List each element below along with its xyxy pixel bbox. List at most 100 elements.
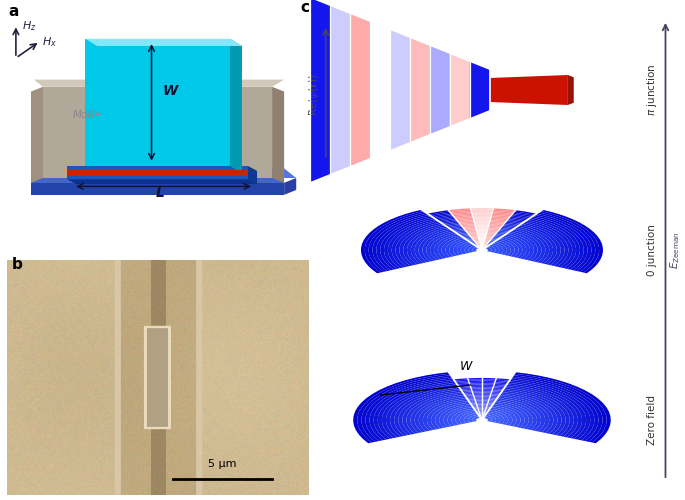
Polygon shape (495, 400, 537, 430)
Polygon shape (473, 238, 480, 240)
Polygon shape (477, 246, 480, 248)
Polygon shape (499, 228, 512, 231)
Polygon shape (468, 415, 479, 422)
Polygon shape (431, 401, 470, 429)
Polygon shape (482, 391, 492, 393)
Polygon shape (482, 415, 484, 416)
Polygon shape (476, 403, 482, 404)
Polygon shape (380, 216, 433, 270)
Polygon shape (482, 387, 493, 389)
Polygon shape (485, 238, 493, 239)
Polygon shape (489, 398, 497, 400)
Polygon shape (434, 234, 460, 259)
Polygon shape (482, 404, 487, 406)
Polygon shape (482, 403, 488, 404)
Polygon shape (538, 211, 599, 272)
Polygon shape (482, 410, 486, 411)
Polygon shape (472, 390, 482, 392)
Polygon shape (471, 208, 493, 210)
Polygon shape (484, 242, 488, 244)
Polygon shape (467, 239, 474, 241)
Polygon shape (502, 236, 526, 258)
Polygon shape (31, 87, 43, 183)
Polygon shape (272, 87, 284, 183)
Polygon shape (491, 216, 509, 219)
Text: c: c (301, 0, 310, 16)
Polygon shape (505, 386, 574, 436)
Polygon shape (477, 412, 480, 414)
Text: W: W (460, 360, 473, 372)
Polygon shape (34, 80, 106, 87)
Polygon shape (494, 385, 506, 387)
Polygon shape (495, 240, 511, 256)
Polygon shape (330, 6, 350, 174)
Polygon shape (427, 210, 449, 215)
Polygon shape (482, 407, 486, 408)
Polygon shape (456, 381, 469, 383)
Polygon shape (490, 243, 503, 254)
Polygon shape (490, 220, 506, 223)
Polygon shape (525, 220, 572, 268)
Polygon shape (492, 390, 502, 392)
Polygon shape (475, 241, 480, 243)
Polygon shape (509, 380, 590, 440)
Polygon shape (535, 214, 591, 271)
Polygon shape (484, 241, 489, 243)
Polygon shape (503, 388, 570, 436)
Polygon shape (486, 407, 490, 409)
Polygon shape (488, 242, 493, 244)
Polygon shape (483, 416, 484, 418)
Polygon shape (514, 228, 549, 263)
Polygon shape (491, 406, 521, 427)
Polygon shape (490, 396, 498, 398)
Polygon shape (453, 240, 469, 256)
Polygon shape (450, 54, 470, 126)
Polygon shape (464, 394, 473, 396)
Polygon shape (430, 232, 458, 260)
Polygon shape (475, 399, 482, 400)
Polygon shape (471, 386, 482, 388)
Polygon shape (493, 389, 503, 391)
Polygon shape (453, 229, 465, 232)
Polygon shape (486, 406, 492, 407)
Polygon shape (284, 178, 296, 195)
Polygon shape (436, 216, 455, 220)
Polygon shape (492, 212, 512, 215)
Polygon shape (429, 212, 451, 216)
Polygon shape (353, 372, 449, 443)
Polygon shape (489, 223, 504, 226)
Polygon shape (479, 410, 482, 411)
Polygon shape (460, 234, 469, 236)
Polygon shape (475, 246, 479, 247)
Polygon shape (248, 166, 257, 184)
Polygon shape (486, 414, 500, 424)
Polygon shape (475, 410, 479, 412)
Polygon shape (495, 382, 508, 384)
Polygon shape (493, 236, 500, 239)
Polygon shape (477, 230, 487, 232)
Polygon shape (477, 234, 486, 236)
Polygon shape (423, 398, 468, 430)
Polygon shape (511, 377, 599, 441)
Polygon shape (482, 400, 488, 402)
Polygon shape (456, 410, 476, 425)
Polygon shape (435, 402, 471, 428)
Polygon shape (453, 214, 473, 216)
Polygon shape (490, 396, 499, 398)
Polygon shape (445, 223, 460, 226)
Polygon shape (457, 242, 471, 255)
Polygon shape (466, 396, 475, 398)
Polygon shape (510, 230, 542, 262)
Polygon shape (482, 246, 485, 248)
Polygon shape (487, 243, 492, 244)
Polygon shape (484, 415, 496, 422)
Polygon shape (474, 222, 490, 223)
Polygon shape (450, 226, 463, 230)
Polygon shape (471, 388, 482, 390)
Polygon shape (477, 406, 482, 407)
Polygon shape (521, 222, 564, 266)
Polygon shape (43, 87, 97, 178)
Polygon shape (501, 226, 514, 230)
Polygon shape (479, 416, 481, 418)
Polygon shape (479, 240, 485, 241)
